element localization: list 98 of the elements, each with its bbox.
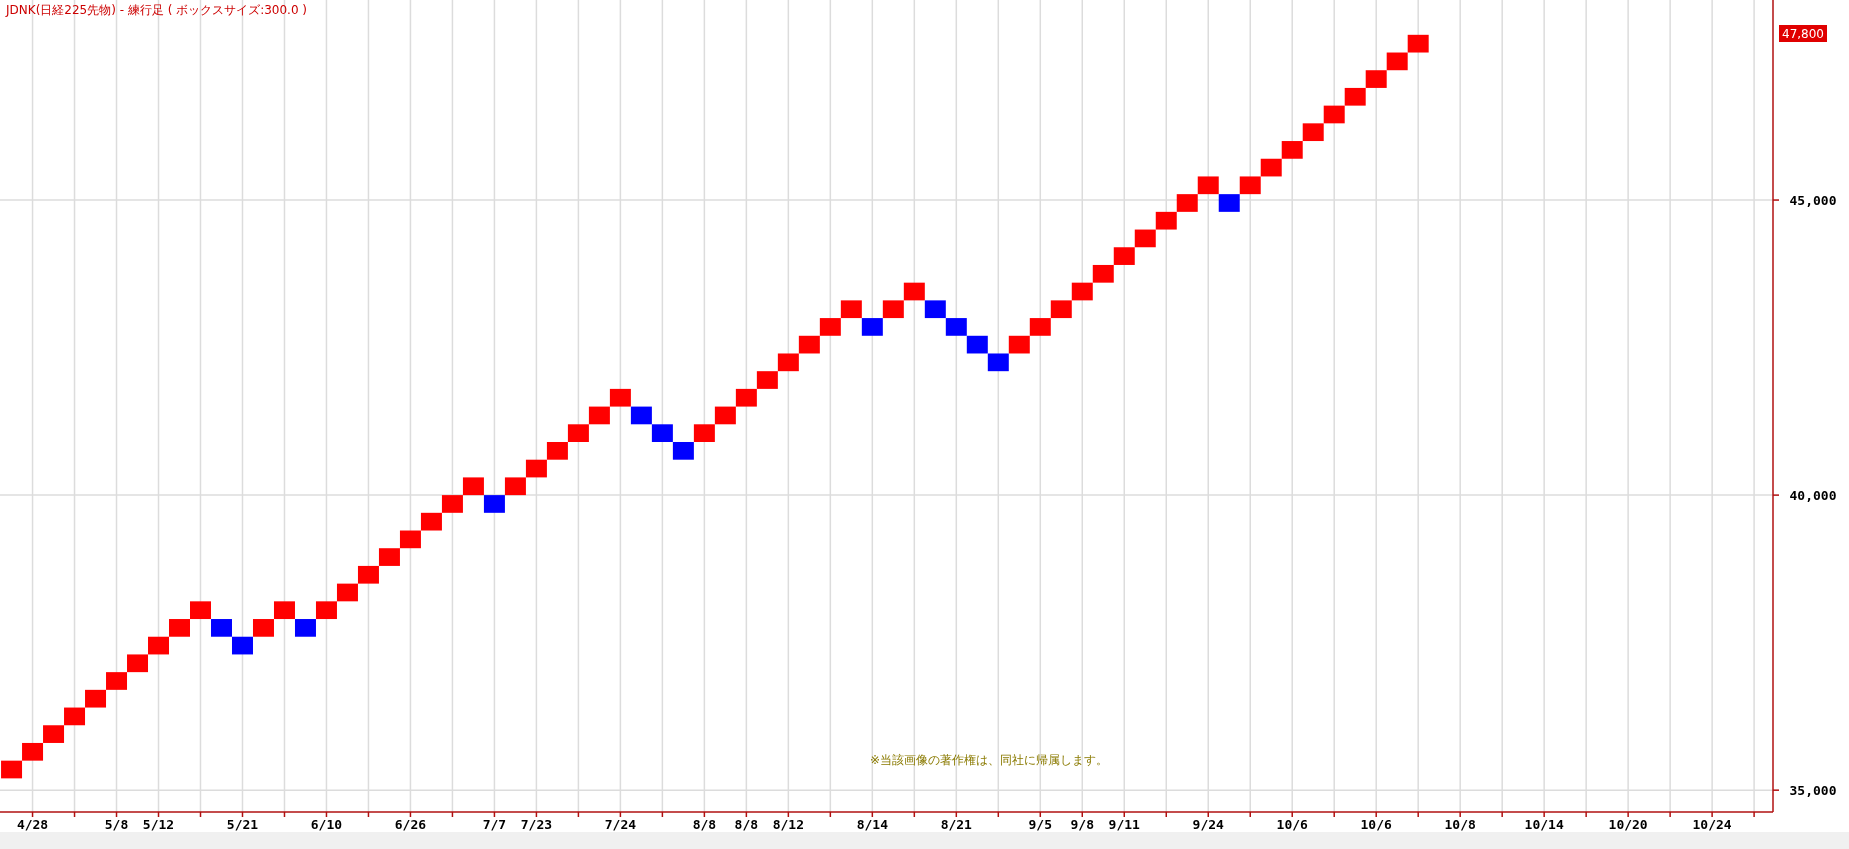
bar	[693, 424, 715, 442]
bar	[294, 619, 316, 637]
bar	[672, 442, 694, 460]
bar	[483, 495, 505, 513]
bar	[630, 406, 652, 425]
bar	[987, 353, 1009, 372]
bar	[211, 619, 232, 637]
bar	[945, 318, 967, 336]
bar	[420, 512, 442, 531]
x-tick-label: 5/8	[104, 817, 129, 832]
bar	[1, 760, 23, 779]
bar	[1176, 194, 1198, 212]
bar	[462, 477, 484, 496]
bar	[106, 672, 128, 690]
bar	[777, 353, 799, 372]
y-tick-label: 40,000	[1789, 488, 1837, 504]
bar	[378, 548, 400, 566]
x-tick-label: 4/28	[16, 817, 49, 832]
bar	[43, 725, 65, 743]
x-tick-label: 10/6	[1360, 817, 1393, 832]
bar	[903, 282, 925, 301]
bar	[861, 318, 883, 336]
bar	[169, 619, 190, 637]
bar	[1281, 141, 1303, 159]
bar	[22, 742, 44, 761]
bar	[231, 636, 253, 655]
bar	[399, 530, 421, 549]
x-tick-label: 9/24	[1192, 817, 1225, 832]
bar	[924, 300, 946, 319]
text: 47,800	[1782, 27, 1824, 41]
bar	[1386, 52, 1408, 71]
bar	[273, 601, 295, 620]
bar	[190, 601, 211, 620]
x-tick-label: 7/23	[520, 817, 553, 832]
bar	[64, 707, 86, 726]
y-tick-label: 35,000	[1789, 783, 1837, 799]
bar	[1050, 300, 1072, 319]
bar	[1218, 194, 1240, 212]
bar	[567, 424, 589, 442]
bar	[966, 335, 988, 354]
x-tick-label: 6/10	[310, 817, 343, 832]
x-tick-label: 8/14	[856, 817, 889, 832]
bar	[127, 654, 149, 673]
x-tick-label: 5/21	[226, 817, 259, 832]
bar	[441, 495, 463, 513]
bar	[336, 583, 358, 602]
bar	[1344, 87, 1366, 106]
bar	[588, 406, 610, 425]
x-tick-label: 9/11	[1108, 817, 1141, 832]
bar	[1155, 211, 1177, 230]
x-tick-label: 7/7	[482, 817, 507, 832]
x-tick-label: 8/8	[734, 817, 759, 832]
x-tick-label: 8/12	[772, 817, 805, 832]
bar	[609, 388, 631, 407]
x-tick-label: 5/12	[142, 817, 175, 832]
bar	[1365, 70, 1387, 88]
bar	[85, 689, 107, 708]
x-tick-label: 9/8	[1070, 817, 1095, 832]
bar	[798, 335, 820, 354]
bar	[1323, 105, 1345, 124]
bar	[1302, 123, 1324, 142]
bar	[315, 601, 337, 620]
bar	[1092, 264, 1114, 283]
x-tick-label: 10/6	[1276, 817, 1309, 832]
bar	[1113, 247, 1135, 265]
bar	[525, 459, 547, 478]
x-tick-label: 8/21	[940, 817, 973, 832]
bar	[756, 371, 778, 389]
x-tick-label: 10/20	[1608, 817, 1648, 832]
bar	[819, 318, 841, 336]
x-tick-label: 7/24	[604, 817, 637, 832]
bar	[504, 477, 526, 496]
bar	[1239, 176, 1261, 195]
bar	[735, 388, 757, 407]
bar	[252, 619, 274, 637]
chart-title: JDNK(日経225先物) - 練行足 ( ボックスサイズ:300.0 )	[5, 3, 308, 17]
bar	[1029, 318, 1051, 336]
bar	[1197, 176, 1219, 195]
bar	[357, 565, 379, 584]
bar	[651, 424, 673, 442]
bar	[714, 406, 736, 425]
x-tick-label: 9/5	[1028, 817, 1053, 832]
y-tick-label: 45,000	[1789, 193, 1837, 209]
x-tick-label: 6/26	[394, 817, 427, 832]
annotation: ※当該画像の著作権は、同社に帰属します。	[870, 753, 1109, 767]
bar	[882, 300, 904, 319]
bar	[1407, 34, 1429, 53]
bar	[840, 300, 862, 319]
bar	[1071, 282, 1093, 301]
bar	[1008, 335, 1030, 354]
x-tick-label: 10/8	[1444, 817, 1476, 832]
x-tick-label: 8/8	[692, 817, 717, 832]
bar	[546, 442, 568, 460]
x-tick-label: 10/14	[1524, 817, 1564, 832]
bar	[1134, 229, 1156, 248]
bar	[1260, 158, 1282, 177]
x-tick-label: 10/24	[1692, 817, 1732, 832]
bar	[148, 636, 170, 655]
